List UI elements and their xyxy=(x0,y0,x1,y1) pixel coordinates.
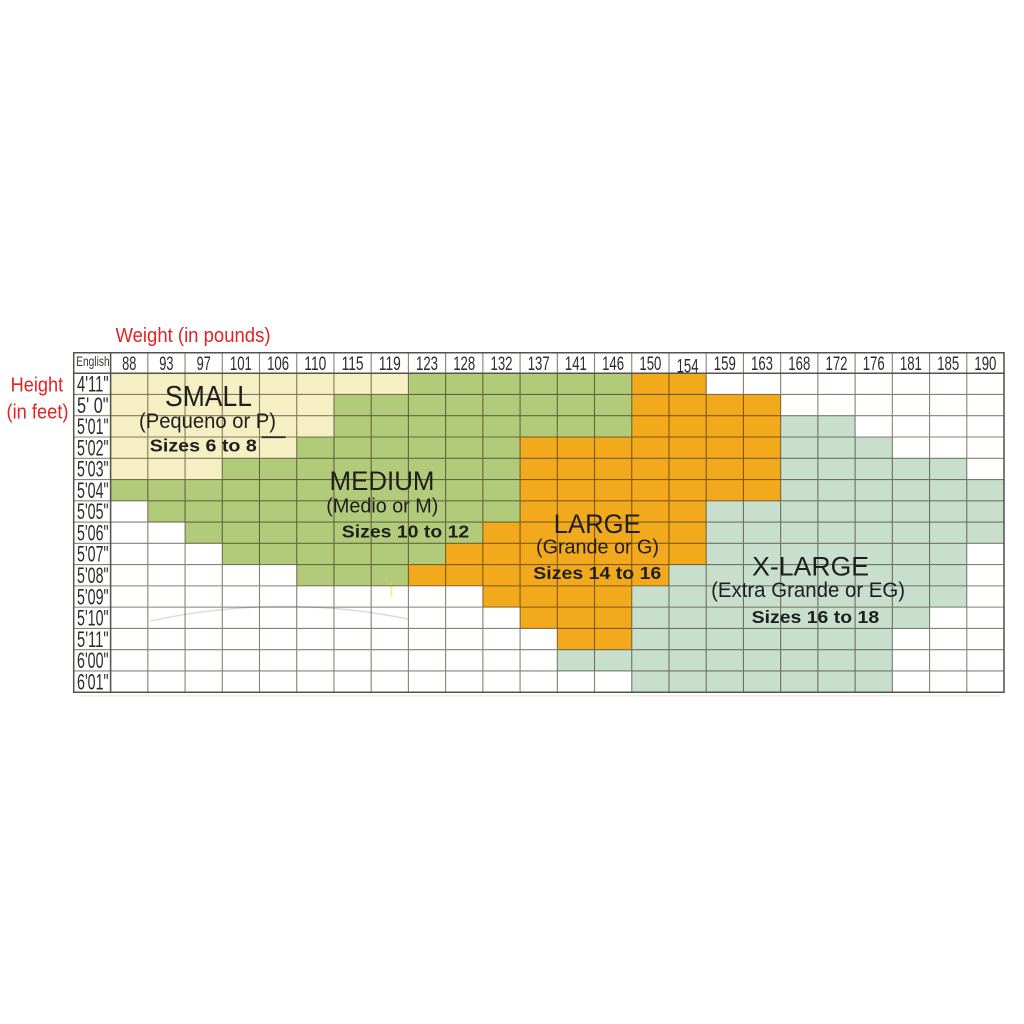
svg-text:115: 115 xyxy=(342,353,364,375)
svg-text:X-LARGE: X-LARGE xyxy=(752,552,869,582)
svg-text:SMALL: SMALL xyxy=(165,381,252,413)
svg-text:163: 163 xyxy=(751,353,773,375)
svg-text:181: 181 xyxy=(900,353,922,375)
svg-text:5'10": 5'10" xyxy=(77,606,109,631)
svg-text:137: 137 xyxy=(528,353,550,375)
svg-text:5' 0": 5' 0" xyxy=(77,393,109,418)
svg-text:154: 154 xyxy=(677,356,699,378)
svg-text:128: 128 xyxy=(453,353,475,375)
svg-text:5'05": 5'05" xyxy=(77,499,109,524)
svg-text:132: 132 xyxy=(491,353,513,375)
svg-text:5'04": 5'04" xyxy=(77,478,109,503)
svg-text:168: 168 xyxy=(788,353,810,375)
svg-text:88: 88 xyxy=(122,353,136,375)
svg-text:Sizes 10 to 12: Sizes 10 to 12 xyxy=(342,521,470,541)
svg-text:(Pequeno or P): (Pequeno or P) xyxy=(139,410,276,433)
svg-text:101: 101 xyxy=(230,353,252,375)
svg-text:185: 185 xyxy=(937,353,959,375)
svg-text:Sizes 16 to 18: Sizes 16 to 18 xyxy=(752,607,880,627)
svg-text:Weight (in pounds): Weight (in pounds) xyxy=(116,324,271,347)
svg-text:5'09": 5'09" xyxy=(77,584,109,609)
svg-text:English: English xyxy=(76,353,110,369)
svg-text:5'01": 5'01" xyxy=(77,414,109,439)
svg-text:123: 123 xyxy=(416,353,438,375)
svg-text:146: 146 xyxy=(602,353,624,375)
svg-text:(Grande or G): (Grande or G) xyxy=(536,536,659,559)
svg-text:4'11": 4'11" xyxy=(77,372,109,397)
svg-text:LARGE: LARGE xyxy=(554,509,641,539)
svg-text:190: 190 xyxy=(974,353,996,375)
svg-text:110: 110 xyxy=(304,353,326,375)
svg-text:Sizes 6 to 8: Sizes 6 to 8 xyxy=(150,435,257,455)
svg-text:159: 159 xyxy=(714,353,736,375)
svg-text:176: 176 xyxy=(863,353,885,375)
svg-text:6'01": 6'01" xyxy=(77,669,109,694)
svg-text:6'00": 6'00" xyxy=(77,648,109,673)
svg-text:5'02": 5'02" xyxy=(77,435,109,460)
svg-text:106: 106 xyxy=(267,353,289,375)
svg-text:5'11": 5'11" xyxy=(77,627,109,652)
svg-text:5'07": 5'07" xyxy=(77,542,109,567)
svg-text:(Medio or M): (Medio or M) xyxy=(326,494,438,517)
svg-text:(in feet): (in feet) xyxy=(7,400,69,423)
svg-text:119: 119 xyxy=(379,353,401,375)
svg-text:Sizes 14 to 16: Sizes 14 to 16 xyxy=(533,563,661,583)
svg-text:Height: Height xyxy=(11,373,64,396)
svg-text:5'06": 5'06" xyxy=(77,521,109,546)
svg-text:141: 141 xyxy=(565,353,587,375)
svg-text:MEDIUM: MEDIUM xyxy=(330,466,435,496)
svg-text:93: 93 xyxy=(159,353,173,375)
svg-text:5'08": 5'08" xyxy=(77,563,109,588)
svg-text:97: 97 xyxy=(197,353,211,375)
svg-text:172: 172 xyxy=(826,353,848,375)
svg-text:5'03": 5'03" xyxy=(77,457,109,482)
svg-text:(Extra Grande or EG): (Extra Grande or EG) xyxy=(711,579,905,602)
svg-text:150: 150 xyxy=(639,353,661,375)
